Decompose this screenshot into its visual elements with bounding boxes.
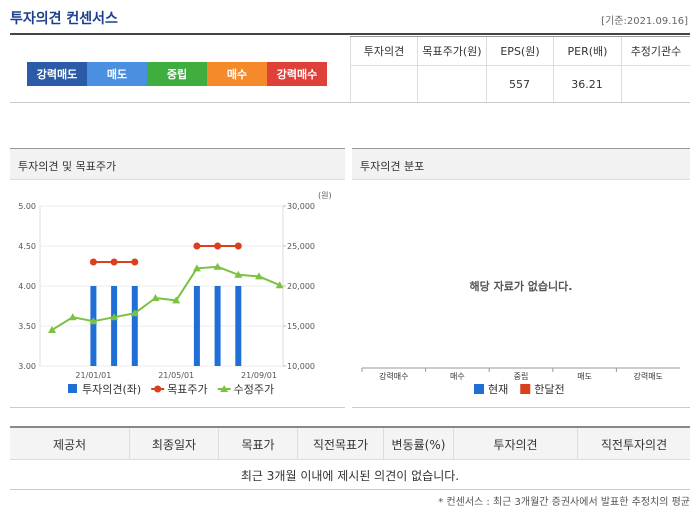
y2-tick-label: 10,000 [287,362,315,371]
y-tick-label: 5.00 [18,202,36,211]
legend-swatch [220,385,229,392]
x-tick-label: 강력매수 [379,371,408,381]
per-value: 36.21 [571,77,603,91]
bar [214,286,221,366]
y2-tick-label: 20,000 [287,282,315,291]
column-header: 직전투자의견 [577,428,690,460]
cell-border [417,66,418,102]
rule [10,102,690,103]
column-header: 직전목표가 [297,428,383,460]
legend-label: 한달전 [534,383,564,396]
marker [130,309,139,317]
y2-tick-label: 15,000 [287,322,315,331]
table-header-bg [10,428,690,460]
empty-message: 최근 3개월 이내에 제시된 의견이 없습니다. [240,468,460,483]
table-border [350,36,690,37]
marker [172,296,181,304]
rule [10,33,690,35]
marker [151,294,160,301]
scale-item: 중립 [147,62,207,86]
x-tick-label: 강력매도 [633,371,662,381]
bar [111,286,118,366]
table-border [350,65,690,66]
legend-label: 투자의견(좌) [82,383,141,396]
bar [90,286,97,366]
marker [234,242,242,250]
marker [193,242,201,250]
panel-title: 투자의견 및 목표주가 [18,160,117,173]
marker [110,313,119,321]
date: [기준:2021.09.16] [601,16,688,27]
title: 투자의견 컨센서스 [10,11,118,27]
table-border [10,489,690,490]
panel-header [10,149,345,180]
legend-label: 목표주가 [167,383,207,396]
column-header: 목표가 [218,428,297,460]
y2-tick-label: 30,000 [287,202,315,211]
x-tick-label: 21/05/01 [158,371,194,380]
empty-message: 해당 자료가 없습니다. [470,279,573,293]
scale-item: 매수 [207,62,267,86]
marker [131,258,139,266]
legend-swatch [154,385,162,393]
column-header: 제공처 [52,437,87,452]
panel-header [352,149,690,180]
y-tick-label: 3.00 [18,362,36,371]
marker [48,326,56,333]
legend-swatch [474,384,484,394]
line [51,265,281,331]
column-header: 최종일자 [129,428,218,460]
scale-item: 매도 [87,62,147,86]
footnote: * 컨센서스 : 최근 3개월간 증권사에서 발표한 추정치의 평균 [438,497,690,508]
marker [89,258,97,266]
column-header: EPS(원) [486,37,553,65]
x-tick-label: 매수 [450,372,465,381]
x-tick-label: 21/01/01 [75,371,111,380]
marker [110,258,118,266]
marker [234,270,243,278]
cell-border [621,66,622,102]
column-header: 추정기관수 [621,37,690,65]
x-tick-label: 매도 [577,372,592,381]
cell-border [486,66,487,102]
legend-swatch [68,384,77,393]
column-header: 변동률(%) [383,428,453,460]
y-tick-label: 4.00 [18,282,36,291]
marker [275,281,284,289]
marker [214,242,222,250]
column-header: 목표주가(원) [417,37,486,65]
panel [10,148,345,408]
marker [89,317,98,325]
investment-chart: 3.00 3.50 4.00 4.50 5.00 10,000 15,000 20,000 25… [18,191,332,396]
y-tick-label: 4.50 [18,242,36,251]
marker [255,272,263,280]
marker [68,313,77,321]
legend-swatch [520,384,531,394]
table-border [10,426,690,428]
legend-label: 수정주가 [234,383,274,396]
cell-border [553,66,554,102]
column-header: 투자의견 [350,37,417,65]
eps-value: 557 [509,77,530,91]
x-tick-label: 중립 [514,372,529,381]
marker [213,262,222,270]
bar [131,286,138,366]
cell-border [350,66,351,102]
bar [193,286,200,366]
column-header: PER(배) [553,37,621,65]
scale-item: 강력매수 [267,62,327,86]
x-tick-label: 21/09/01 [241,371,277,380]
column-header: 투자의견 [453,428,577,460]
legend-label: 현재 [488,383,508,396]
scale-item: 강력매도 [27,62,87,86]
panel [352,148,690,408]
y-tick-label: 3.50 [18,322,36,331]
y2-tick-label: 25,000 [287,242,315,251]
panel-title: 투자의견 분포 [360,160,425,173]
marker [192,264,201,272]
y2-unit: (원) [318,191,332,200]
bar [235,286,242,366]
